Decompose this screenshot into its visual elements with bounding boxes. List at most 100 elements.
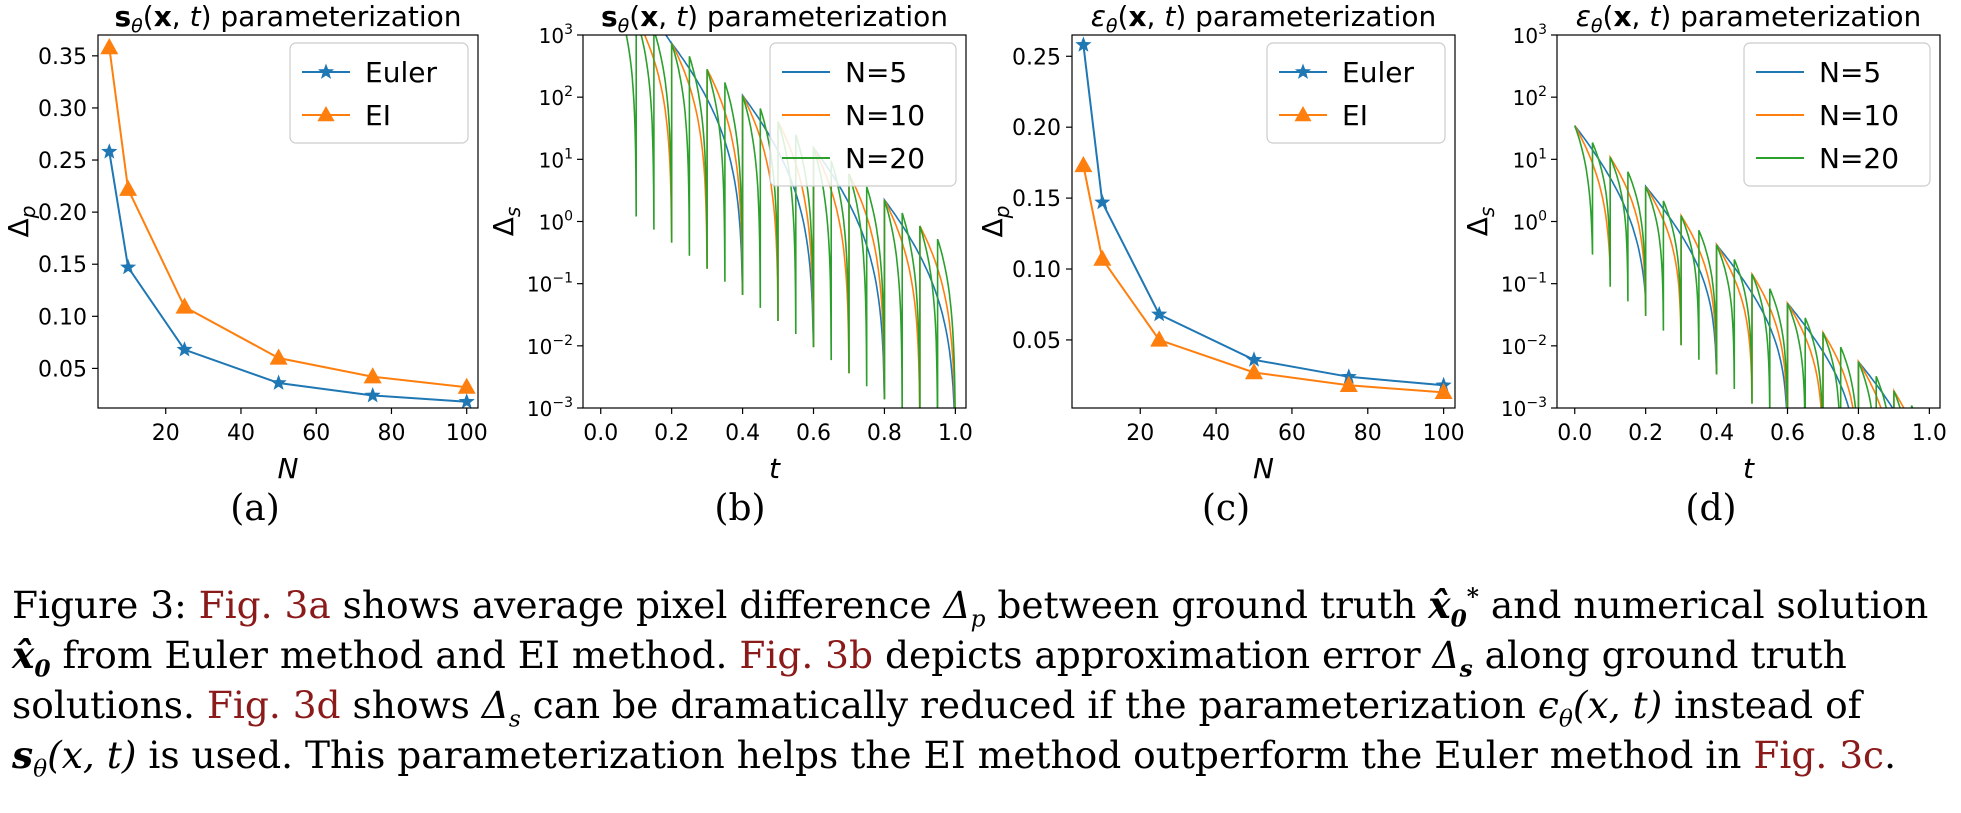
y-axis-label: Δp <box>2 206 40 238</box>
caption-text: can be dramatically reduced if the param… <box>520 683 1538 727</box>
title-symbol: s <box>114 0 131 33</box>
title-args: ( <box>629 0 640 33</box>
data-point-EI <box>1093 249 1112 266</box>
y-tick-exponent: 1 <box>1538 146 1547 162</box>
caption-ref-3d[interactable]: Fig. 3d <box>206 683 341 727</box>
x-tick-label: 0.8 <box>1841 421 1876 446</box>
legend-label-N=5: N=5 <box>845 56 907 89</box>
y-tick-label: 10−3 <box>1501 395 1547 421</box>
y-label-symbol: Δ <box>976 218 1009 237</box>
caption-math-delta-p: Δp <box>943 583 985 631</box>
y-tick-base: 10 <box>527 335 552 359</box>
y-label-symbol: Δ <box>2 218 35 237</box>
y-tick-label: 10−2 <box>1501 333 1547 359</box>
y-tick-label: 101 <box>1513 146 1547 172</box>
x-tick-label: 60 <box>1278 421 1306 446</box>
x-tick-label: 60 <box>302 421 330 446</box>
figure-panels: 20 40 60 80 1000.050.100.150.200.250.300.35s… <box>2 0 1947 485</box>
series-line-EI <box>1082 165 1444 394</box>
data-point-Euler <box>120 258 137 275</box>
legend-label-N=20: N=20 <box>1819 142 1899 175</box>
caption-figure-label: Figure 3: <box>12 583 187 627</box>
x-axis-label: t <box>769 452 781 485</box>
caption-ref-3a[interactable]: Fig. 3a <box>198 583 331 627</box>
y-tick-label: 10−1 <box>527 271 573 297</box>
caption-text: instead of <box>1662 683 1862 727</box>
y-tick-label: 100 <box>1513 209 1547 235</box>
chart-title: εθ(x, t) parameterization <box>1576 0 1921 37</box>
y-tick-label: 100 <box>539 209 573 235</box>
caption-ref-3c[interactable]: Fig. 3c <box>1753 733 1885 777</box>
caption-line-3: solutions. Fig. 3d shows Δs can be drama… <box>12 680 1950 731</box>
x-tick-label: 40 <box>227 421 255 446</box>
caption-text: shows <box>340 683 482 727</box>
y-tick-label: 102 <box>539 84 573 110</box>
x-tick-label: 80 <box>377 421 405 446</box>
y-tick-label: 102 <box>1513 84 1547 110</box>
series-group <box>1573 125 1914 408</box>
title-comma: , <box>1147 0 1165 33</box>
data-point-EI <box>1150 330 1169 347</box>
y-tick-label: 0.25 <box>38 149 87 174</box>
legend-box <box>1743 42 1931 187</box>
math-args: (x, t) <box>47 733 137 777</box>
y-tick-label: 0.10 <box>38 305 87 330</box>
data-point-EI <box>175 297 194 314</box>
y-tick-base: 10 <box>527 397 552 421</box>
data-point-EI <box>1074 156 1093 173</box>
x-tick-label: 20 <box>1126 421 1154 446</box>
series-line-N=20 <box>1573 125 1914 408</box>
data-point-EI <box>1339 375 1358 392</box>
y-tick-label: 0.35 <box>38 45 87 70</box>
y-tick-base: 10 <box>1501 273 1526 297</box>
caption-math-s-theta: sθ(x, t) <box>12 733 137 781</box>
title-t: t <box>1649 0 1661 33</box>
x-tick-label: 100 <box>446 421 488 446</box>
y-tick-base: 10 <box>539 86 564 110</box>
x-tick-label: 0.2 <box>654 421 689 446</box>
title-subscript: θ <box>1591 15 1603 37</box>
y-tick-exponent: −1 <box>1526 271 1547 287</box>
subfigure-label-b: (b) <box>714 488 766 529</box>
data-point-Euler <box>1151 305 1168 322</box>
x-tick-label: 0.0 <box>1557 421 1592 446</box>
y-tick-exponent: 3 <box>564 22 573 38</box>
math-symbol: x̂ <box>1428 583 1451 627</box>
y-tick-base: 10 <box>539 211 564 235</box>
subfigure-label-d: (d) <box>1685 488 1737 529</box>
title-subscript: θ <box>1106 15 1118 37</box>
y-label-subscript: s <box>501 207 525 217</box>
figure-caption: Figure 3: Fig. 3a shows average pixel di… <box>12 580 1950 781</box>
y-tick-exponent: 2 <box>1538 84 1547 100</box>
title-subscript: θ <box>131 15 143 37</box>
caption-text: . <box>1884 733 1896 777</box>
title-tail: ) parameterization <box>1175 0 1436 33</box>
y-tick-exponent: 2 <box>564 84 573 100</box>
caption-ref-3b[interactable]: Fig. 3b <box>739 633 874 677</box>
plot-frame <box>1556 34 1941 409</box>
subfigure-label-a: (a) <box>230 488 280 529</box>
x-tick-label: 0.4 <box>725 421 760 446</box>
y-tick-label: 0.10 <box>1012 258 1061 283</box>
data-point-Euler <box>458 393 475 409</box>
data-point-EI <box>1245 363 1263 380</box>
data-point-EI <box>119 179 138 196</box>
y-axis-label: Δs <box>487 207 525 237</box>
math-args: (x, t) <box>1572 683 1663 727</box>
series-line-N=20 <box>625 35 956 408</box>
chart-title: sθ(x, t) parameterization <box>601 0 948 37</box>
series-line-Euler <box>108 151 467 403</box>
x-tick-label: 100 <box>1423 421 1465 446</box>
title-comma: , <box>658 0 676 33</box>
legend-label-Euler: Euler <box>365 56 437 89</box>
caption-text: is used. This parameterization helps the… <box>136 733 1754 777</box>
title-args: ( <box>1118 0 1129 33</box>
y-tick-label: 0.25 <box>1012 45 1061 70</box>
title-t: t <box>1164 0 1176 33</box>
title-x: x <box>640 0 658 33</box>
caption-line-2: x̂0 from Euler method and EI method. Fig… <box>12 630 1950 681</box>
title-subscript: θ <box>618 15 630 37</box>
title-tail: ) parameterization <box>201 0 462 33</box>
title-symbol: ε <box>1091 0 1106 33</box>
caption-text: from Euler method and EI method. <box>50 633 740 677</box>
